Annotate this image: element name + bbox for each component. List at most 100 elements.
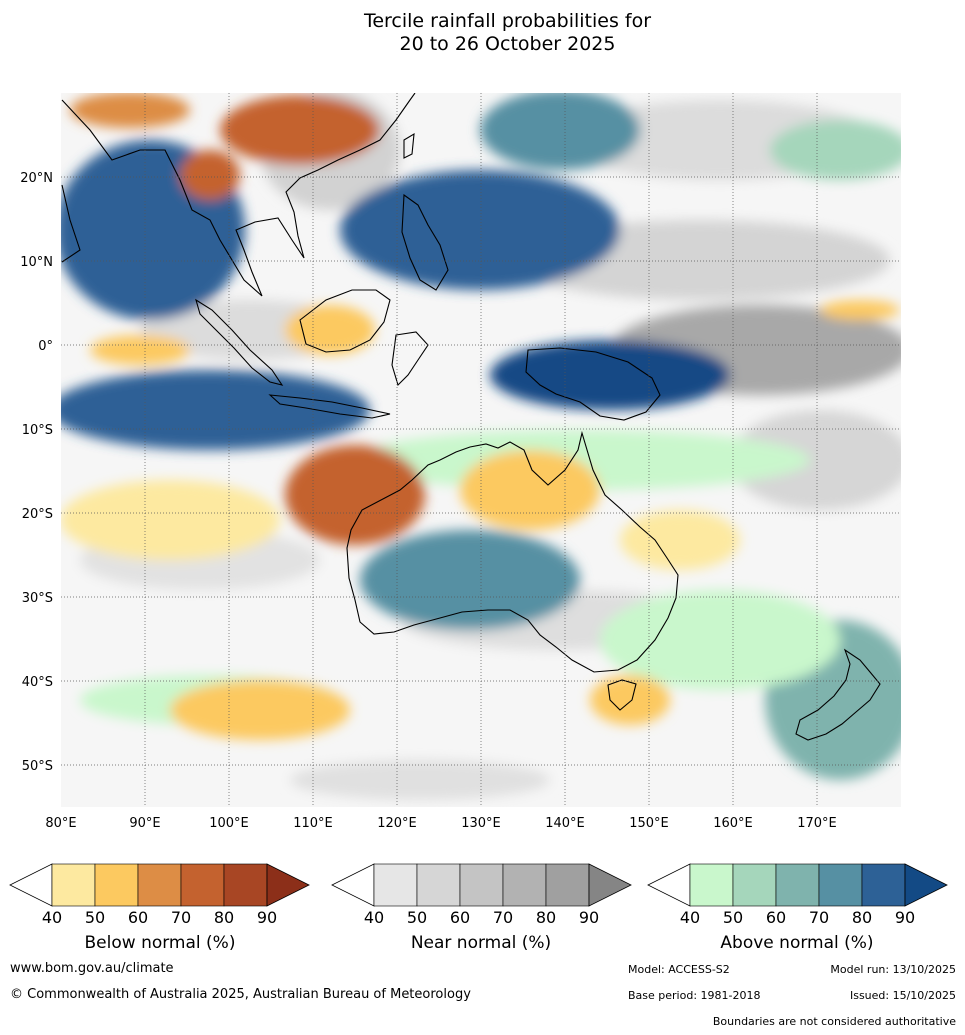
colorbar-extend-high: [266, 863, 310, 907]
lat-tick-label: 20°N: [20, 171, 53, 186]
colorbar-tick-label: 50: [723, 908, 743, 927]
above-normal-region: [61, 370, 370, 450]
lon-tick-label: 100°E: [209, 816, 249, 831]
coastlines: [61, 93, 881, 741]
colorbar-segment: [180, 863, 225, 907]
colorbar-segment: [689, 863, 734, 907]
lon-tick-label: 150°E: [629, 816, 669, 831]
lat-tick-label: 40°S: [22, 675, 53, 690]
colorbar-segment: [137, 863, 182, 907]
borneo-coastline: [299, 289, 391, 353]
lon-tick-label: 120°E: [377, 816, 417, 831]
lon-tick-label: 140°E: [545, 816, 585, 831]
above-normal-region: [480, 93, 640, 170]
sulawesi-coastline: [391, 331, 429, 387]
india-coastline: [61, 184, 81, 263]
below-normal-region: [285, 305, 375, 355]
colorbar-tick-label: 40: [364, 908, 384, 927]
colorbar-tick-label: 60: [766, 908, 786, 927]
colorbar-segment: [416, 863, 461, 907]
colorbar-extend-low: [9, 863, 53, 907]
issued-date: Issued: 15/10/2025: [849, 989, 956, 1002]
axis-ticks: 20°N 10°N 0° 10°S 20°S 30°S 40°S 50°S 80°E 90°E 10…: [20, 171, 837, 831]
map-title: Tercile rainfall probabilities for 20 to…: [0, 10, 965, 56]
colorbar-segment: [775, 863, 820, 907]
graticule: [61, 93, 901, 807]
colorbar-extend-low: [331, 863, 375, 907]
sumatra-coastline: [195, 298, 284, 386]
colorbar-tick-label: 80: [536, 908, 556, 927]
lat-tick-label: 0°: [38, 339, 53, 354]
philippines-coastline: [401, 193, 449, 291]
title-line-1: Tercile rainfall probabilities for: [363, 10, 652, 32]
lon-tick-label: 170°E: [797, 816, 837, 831]
colorbar-segment: [51, 863, 96, 907]
above-normal-region: [360, 530, 580, 630]
lat-tick-label: 10°S: [22, 423, 53, 438]
new-guinea-coastline: [525, 347, 661, 421]
colorbar-tick-label: 50: [407, 908, 427, 927]
taiwan-coastline: [403, 132, 415, 159]
website-link[interactable]: www.bom.gov.au/climate: [10, 961, 174, 976]
colorbar-tick-label: 80: [852, 908, 872, 927]
below-normal-region: [220, 95, 380, 165]
below-normal-region: [820, 300, 900, 320]
above-normal-region: [770, 120, 901, 180]
asia-coastline: [61, 93, 416, 297]
colorbar-tick-label: 50: [85, 908, 105, 927]
colorbar-tick-label: 70: [493, 908, 513, 927]
colorbar-tick-label: 90: [895, 908, 915, 927]
colorbar-1: 40 50 60 70 80 90: [331, 863, 632, 927]
colorbar-segment: [94, 863, 139, 907]
model-run-date: Model run: 13/10/2025: [830, 963, 956, 976]
below-normal-region: [170, 680, 350, 740]
tasmania-coastline: [607, 679, 637, 711]
colorbar-tick-label: 60: [128, 908, 148, 927]
colorbar-tick-label: 70: [171, 908, 191, 927]
colorbar-tick-label: 80: [214, 908, 234, 927]
lat-tick-label: 20°S: [22, 507, 53, 522]
lat-tick-label: 10°N: [20, 255, 53, 270]
colorbars: 40 50 60 70 80 90 40 50 60 70 80 90 40 50 60 70 80 90: [9, 863, 948, 927]
colorbar-label-below: Below normal (%): [84, 933, 236, 953]
colorbar-segment: [545, 863, 590, 907]
below-normal-region: [285, 445, 425, 545]
colorbar-tick-label: 40: [42, 908, 62, 927]
colorbar-label-near: Near normal (%): [410, 933, 552, 953]
lon-tick-label: 80°E: [45, 816, 76, 831]
colorbar-segment: [732, 863, 777, 907]
lon-tick-label: 130°E: [461, 816, 501, 831]
base-period: Base period: 1981-2018: [628, 989, 761, 1002]
colorbar-extend-high: [904, 863, 948, 907]
probability-blobs: [61, 93, 901, 800]
lat-tick-label: 30°S: [22, 591, 53, 606]
colorbar-tick-label: 40: [680, 908, 700, 927]
copyright-text: © Commonwealth of Australia 2025, Austra…: [10, 987, 471, 1002]
lon-tick-label: 160°E: [713, 816, 753, 831]
new-zealand-coastline: [795, 648, 881, 741]
lon-tick-label: 90°E: [129, 816, 160, 831]
below-normal-region: [61, 480, 280, 560]
probability-field: [61, 93, 901, 807]
above-normal-region: [490, 340, 730, 410]
colorbar-segment: [223, 863, 268, 907]
boundaries-disclaimer: Boundaries are not considered authoritat…: [712, 1015, 956, 1028]
above-normal-region: [350, 430, 810, 490]
colorbar-tick-label: 90: [257, 908, 277, 927]
model-name: Model: ACCESS-S2: [628, 963, 730, 976]
lat-tick-label: 50°S: [22, 759, 53, 774]
below-normal-region: [180, 150, 240, 200]
colorbar-segment: [373, 863, 418, 907]
colorbar-segment: [459, 863, 504, 907]
colorbar-segment: [861, 863, 906, 907]
title-line-2: 20 to 26 October 2025: [399, 33, 616, 55]
colorbar-tick-label: 70: [809, 908, 829, 927]
below-normal-region: [620, 510, 740, 570]
colorbar-label-above: Above normal (%): [720, 933, 874, 953]
below-normal-region: [90, 335, 190, 365]
near-normal-region: [730, 410, 901, 510]
colorbar-tick-label: 90: [579, 908, 599, 927]
australia-coastline: [346, 430, 679, 673]
colorbar-0: 40 50 60 70 80 90: [9, 863, 310, 927]
